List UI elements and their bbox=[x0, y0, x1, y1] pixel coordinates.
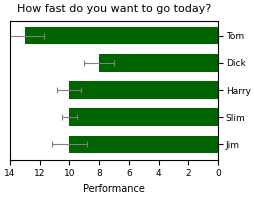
Bar bbox=[69, 108, 217, 126]
Bar bbox=[69, 81, 217, 99]
Bar bbox=[99, 54, 217, 72]
Title: How fast do you want to go today?: How fast do you want to go today? bbox=[17, 4, 210, 14]
X-axis label: Performance: Performance bbox=[83, 184, 144, 194]
Bar bbox=[69, 136, 217, 153]
Bar bbox=[25, 27, 217, 45]
